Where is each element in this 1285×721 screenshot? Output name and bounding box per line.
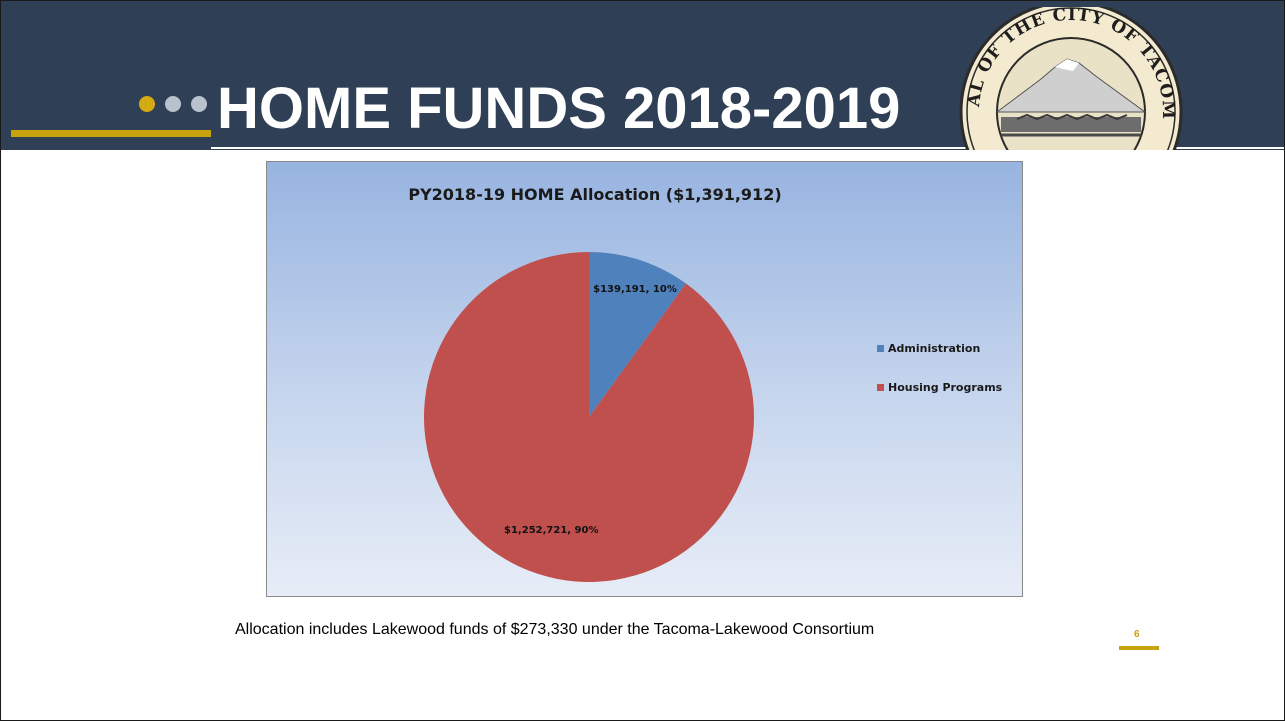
legend-swatch xyxy=(877,384,884,391)
pie-data-label: $1,252,721, 90% xyxy=(504,525,598,536)
slide-title: HOME FUNDS 2018-2019 xyxy=(217,76,901,141)
pie-slice-housing-programs xyxy=(423,252,754,582)
pie-chart-svg: PY2018-19 HOME Allocation ($1,391,912) $… xyxy=(408,185,1003,582)
city-seal-icon: SEAL OF THE CITY OF TACOMA xyxy=(957,7,1183,150)
header-accent-line xyxy=(11,130,211,137)
header-bottom-rule xyxy=(211,147,1284,149)
pie-chart-area: PY2018-19 HOME Allocation ($1,391,912) $… xyxy=(266,161,1023,597)
pie-slice-administration xyxy=(589,252,686,417)
footnote: Allocation includes Lakewood funds of $2… xyxy=(235,621,875,638)
legend-swatch xyxy=(877,345,884,352)
pie-data-label: $139,191, 10% xyxy=(593,284,677,295)
bullet-dot xyxy=(165,96,181,112)
header-band: HOME FUNDS 2018-2019 SEAL OF THE CITY OF… xyxy=(1,1,1284,150)
bullet-dot xyxy=(191,96,207,112)
legend-label: Housing Programs xyxy=(888,381,1003,394)
bullet-dot-active xyxy=(139,96,155,112)
chart-title: PY2018-19 HOME Allocation ($1,391,912) xyxy=(408,185,781,204)
page-number: 6 xyxy=(1134,629,1140,640)
legend-label: Administration xyxy=(888,342,980,355)
page-number-underline xyxy=(1119,646,1159,650)
